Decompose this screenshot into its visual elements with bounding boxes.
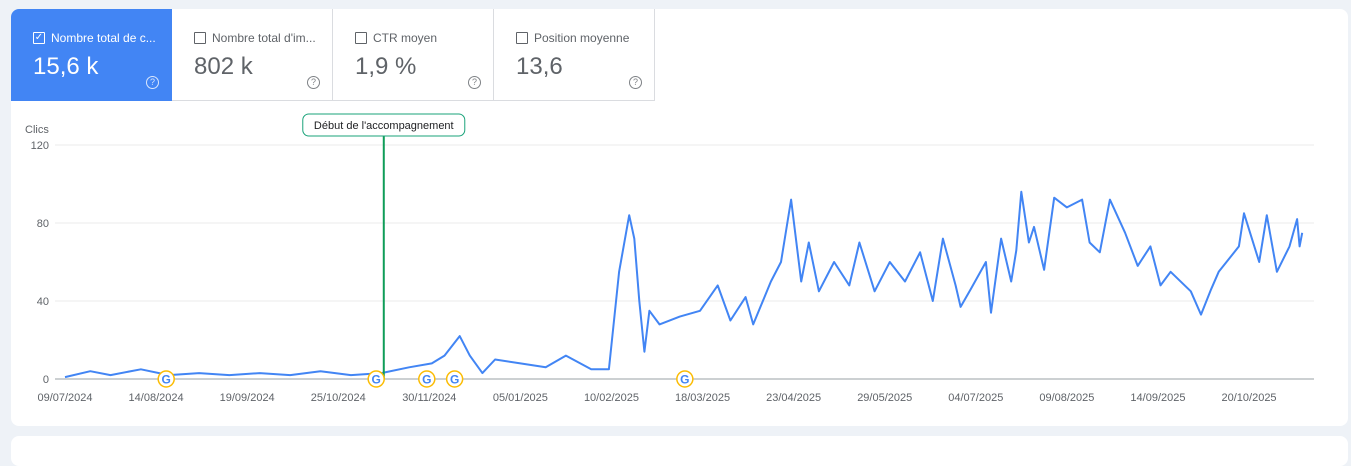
x-tick-label: 14/08/2024 [129, 392, 184, 404]
y-axis-label: Clics [25, 124, 49, 136]
metric-label: Nombre total d'im... [212, 31, 316, 45]
google-g-icon: G [162, 373, 171, 387]
help-icon[interactable]: ? [307, 76, 320, 89]
google-g-icon: G [450, 373, 459, 387]
metric-label: CTR moyen [373, 31, 438, 45]
y-tick-label: 40 [37, 296, 49, 308]
metric-value: 15,6 k [33, 53, 99, 80]
metric-value: 13,6 [516, 53, 563, 80]
google-g-icon: G [422, 373, 431, 387]
x-tick-label: 30/11/2024 [402, 392, 456, 404]
checkbox-icon[interactable] [355, 32, 367, 44]
secondary-card [11, 436, 1348, 466]
metric-tab-position[interactable]: Position moyenne 13,6 ? [494, 9, 655, 101]
x-tick-label: 25/10/2024 [311, 392, 366, 404]
metric-label: Position moyenne [534, 31, 630, 45]
y-tick-label: 120 [31, 140, 49, 152]
google-update-marker [367, 370, 385, 388]
metric-tab-impressions[interactable]: Nombre total d'im... 802 k ? [172, 9, 333, 101]
google-g-icon: G [680, 373, 689, 387]
google-update-marker [157, 370, 175, 388]
metric-tabs: ✓ Nombre total de c... 15,6 k ? Nombre to… [11, 9, 655, 101]
x-tick-label: 09/08/2025 [1039, 392, 1094, 404]
help-icon[interactable]: ? [146, 76, 159, 89]
google-update-marker [676, 370, 694, 388]
y-tick-label: 0 [43, 374, 49, 386]
x-tick-label: 05/01/2025 [493, 392, 548, 404]
google-update-marker [445, 370, 464, 388]
x-tick-label: 29/05/2025 [857, 392, 912, 404]
clicks-line-chart: Clics 0 40 80 120 09/07/2024 14/08/2024 19/09/2… [25, 113, 1314, 404]
help-icon[interactable]: ? [629, 76, 642, 89]
google-g-icon: G [372, 373, 381, 387]
performance-card: ✓ Nombre total de c... 15,6 k ? Nombre to… [11, 9, 1348, 426]
metric-label: Nombre total de c... [51, 31, 156, 45]
metric-value: 1,9 % [355, 53, 417, 80]
metric-tab-clicks[interactable]: ✓ Nombre total de c... 15,6 k ? [11, 9, 172, 101]
metric-tab-ctr[interactable]: CTR moyen 1,9 % ? [333, 9, 494, 101]
x-tick-label: 19/09/2024 [220, 392, 275, 404]
clicks-series-line [64, 190, 1304, 379]
x-tick-label: 23/04/2025 [766, 392, 821, 404]
x-tick-label: 10/02/2025 [584, 392, 639, 404]
checkbox-icon[interactable] [516, 32, 528, 44]
x-tick-label: 09/07/2024 [37, 392, 92, 404]
x-tick-label: 18/03/2025 [675, 392, 730, 404]
google-update-marker [418, 370, 436, 388]
help-icon[interactable]: ? [468, 76, 481, 89]
annotation-box [302, 113, 466, 137]
x-tick-label: 14/09/2025 [1130, 392, 1185, 404]
annotation-label: Début de l'accompagnement [314, 120, 454, 132]
checkbox-checked-icon[interactable]: ✓ [33, 32, 45, 44]
checkbox-icon[interactable] [194, 32, 206, 44]
metric-value: 802 k [194, 53, 253, 80]
x-tick-label: 20/10/2025 [1222, 392, 1277, 404]
y-tick-label: 80 [37, 218, 49, 230]
x-tick-label: 04/07/2025 [948, 392, 1003, 404]
